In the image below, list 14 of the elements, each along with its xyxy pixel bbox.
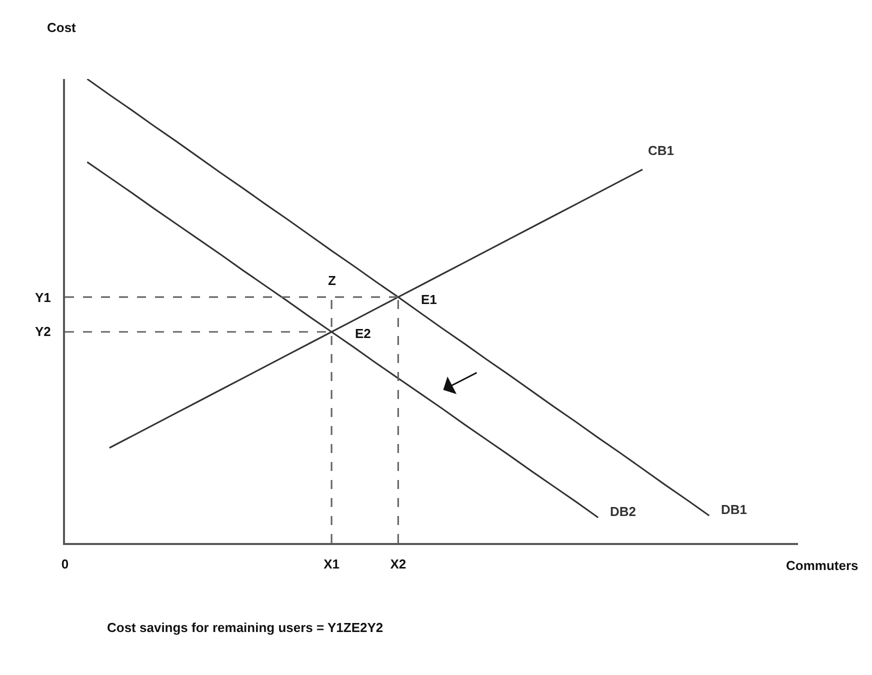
text: Cost savings for remaining users = Y1ZE2Y2	[107, 620, 384, 635]
annotation: E1	[421, 292, 437, 307]
y-axis-title: Cost	[47, 20, 77, 35]
x-axis-title: Commuters	[786, 558, 858, 573]
annotation: Y1	[35, 290, 51, 305]
x-tick-label: 0	[61, 556, 69, 572]
series-label: DB1	[721, 502, 748, 517]
annotation: E2	[355, 326, 371, 341]
series-label: CB1	[648, 143, 674, 158]
x-tick-label: X2	[390, 556, 406, 572]
annotation: Z	[328, 273, 336, 288]
annotation: Y2	[35, 324, 51, 339]
series-label: DB2	[610, 504, 636, 519]
x-tick-label: X1	[324, 556, 340, 572]
